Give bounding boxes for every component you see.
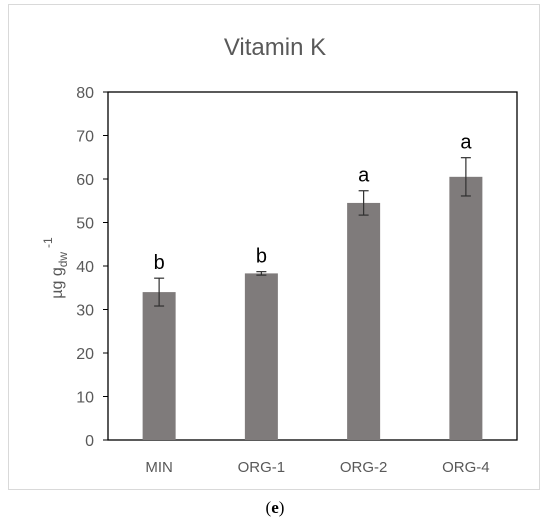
significance-label: b	[256, 246, 267, 268]
y-axis-label-sub: dw	[56, 252, 70, 268]
y-axis-label-base: µg g	[49, 267, 66, 298]
bar	[449, 176, 483, 440]
significance-label: b	[154, 252, 165, 274]
y-tick-label: 30	[76, 303, 94, 320]
y-tick-label: 40	[76, 259, 94, 276]
figure-caption: (e)	[0, 498, 550, 518]
bar	[142, 292, 176, 440]
significance-label: a	[358, 165, 370, 187]
caption-close: )	[278, 498, 285, 517]
y-tick-label: 70	[76, 129, 94, 146]
x-tick-label: ORG-2	[340, 459, 388, 476]
significance-label: a	[460, 132, 472, 154]
y-axis-label-text: µg gdw-1	[41, 237, 70, 299]
y-tick-label: 80	[76, 85, 94, 102]
caption-open: (	[265, 498, 272, 517]
x-tick-label: ORG-1	[238, 459, 286, 476]
x-tick-label: ORG-4	[442, 459, 490, 476]
chart-title: Vitamin K	[224, 34, 326, 61]
caption-label: e	[271, 498, 279, 517]
y-tick-label: 60	[76, 172, 94, 189]
x-tick-label: MIN	[145, 459, 173, 476]
plot-area: 0 10 20 30 40 50 60 70 80 b MIN b ORG-1 a ORG-2 a ORG-4	[76, 85, 518, 476]
y-tick-label: 50	[76, 216, 94, 233]
bar	[347, 202, 381, 440]
y-axis-label-sup: -1	[41, 237, 55, 248]
y-tick-label: 20	[76, 346, 94, 363]
y-axis-label: µg gdw-1	[41, 237, 70, 299]
y-tick-label: 10	[76, 390, 94, 407]
y-tick-label: 0	[85, 433, 94, 450]
bar	[244, 273, 278, 440]
